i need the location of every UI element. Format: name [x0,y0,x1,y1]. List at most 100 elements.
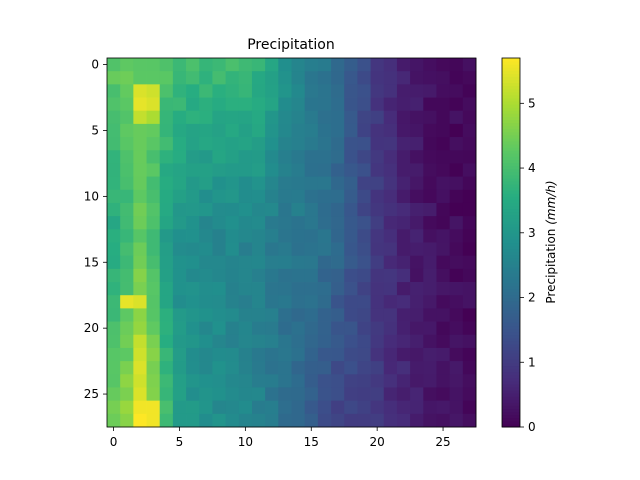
colorbar-segment [502,297,520,302]
colorbar-segment [502,134,520,139]
heatmap-cell [107,71,121,85]
heatmap-cell [436,216,451,230]
heatmap-cell [120,321,134,336]
heatmap-cell [383,361,398,375]
heatmap-cell [436,347,451,362]
heatmap-cell [344,255,358,270]
heatmap-cell [396,71,411,85]
heatmap-cell [357,176,371,191]
heatmap-cell [436,361,451,375]
colorbar-segment [502,304,520,308]
heatmap-cell [265,242,279,257]
heatmap-cell [225,242,240,257]
heatmap-cell [370,216,385,230]
heatmap-cell [146,387,161,402]
heatmap-cell [186,123,200,138]
colorbar-segment [502,150,520,154]
heatmap-cell [120,202,134,217]
heatmap-cell [199,413,213,428]
heatmap-cell [278,229,292,243]
heatmap-cell [199,58,213,72]
heatmap-cell [278,361,292,375]
heatmap-cell [357,400,371,415]
heatmap-cell [449,374,464,388]
heatmap-cell [107,282,121,296]
colorbar-segment [502,365,520,370]
colorbar-label: Precipitation (mm/h) [544,180,558,303]
colorbar-segment [502,393,520,397]
heatmap-cell [238,268,253,283]
heatmap-cell [159,400,174,415]
heatmap-cell [291,163,306,178]
heatmap-cell [225,110,240,125]
heatmap-cell [133,150,147,164]
heatmap-cell [383,387,398,402]
colorbar-segment [502,227,520,231]
colorbar-segment [502,387,520,391]
colorbar-segment [502,334,520,339]
heatmap-cell [410,123,424,138]
heatmap-cell [331,321,345,336]
heatmap-cell [278,150,292,164]
heatmap-cell [251,268,266,283]
heatmap-cell [410,282,424,296]
heatmap-cell [199,216,213,230]
heatmap-cell [344,216,358,230]
heatmap-cell [396,229,411,243]
heatmap-cell [357,242,371,257]
heatmap-cell [383,334,398,349]
colorbar-tick-label: 4 [528,161,536,175]
heatmap-cell [225,255,240,270]
heatmap-cell [423,387,437,402]
heatmap-cell [410,242,424,257]
heatmap-cell [225,58,240,72]
heatmap-cell [120,255,134,270]
heatmap-cell [146,176,161,191]
colorbar-segment [502,233,520,237]
heatmap-cell [317,361,332,375]
heatmap-cell [251,282,266,296]
colorbar-segment [502,64,520,68]
heatmap-cell [436,97,451,112]
heatmap-cell [410,387,424,402]
heatmap-cell [199,137,213,151]
heatmap-cell [304,321,319,336]
colorbar-segment [502,396,520,400]
heatmap-cell [304,413,319,428]
heatmap-cell [331,97,345,112]
heatmap-cell [304,347,319,362]
heatmap-cell [199,295,213,309]
heatmap-cell [120,163,134,178]
heatmap-cell [265,84,279,98]
heatmap-cell [331,347,345,362]
heatmap-cell [238,282,253,296]
heatmap-cell [396,84,411,98]
heatmap-cell [133,347,147,362]
heatmap-cell [383,347,398,362]
heatmap-cell [410,255,424,270]
heatmap-cell [357,84,371,98]
heatmap-cell [410,321,424,336]
heatmap-cell [304,189,319,204]
heatmap-cell [278,58,292,72]
heatmap-cell [107,123,121,138]
heatmap-cell [159,308,174,322]
heatmap-cell [146,137,161,151]
heatmap-cell [225,282,240,296]
heatmap-cell [225,361,240,375]
heatmap-cell [410,413,424,428]
heatmap-cell [172,229,187,243]
heatmap-cell [278,110,292,125]
heatmap-cell [410,176,424,191]
heatmap-cell [251,361,266,375]
heatmap-cell [146,268,161,283]
heatmap-cell [278,308,292,322]
colorbar-segment [502,374,520,379]
colorbar-segment [502,113,520,117]
colorbar-segment [502,184,520,188]
heatmap-cell [291,189,306,204]
heatmap-cell [357,137,371,151]
heatmap-cell [159,58,174,72]
heatmap-cell [317,400,332,415]
heatmap-cell [383,229,398,243]
